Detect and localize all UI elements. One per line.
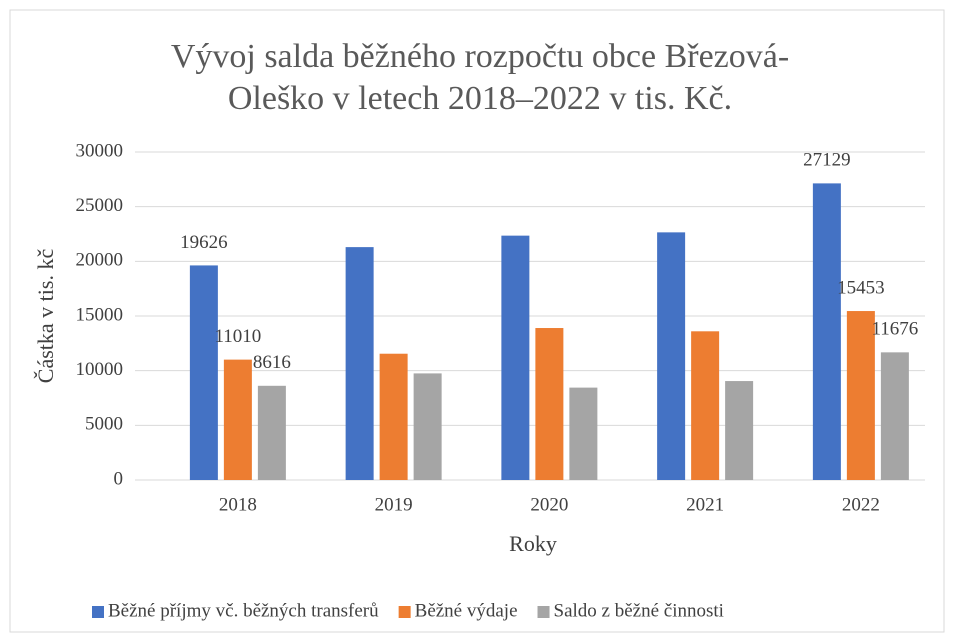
data-label: 11010 — [214, 326, 261, 347]
x-axis-title: Roky — [509, 531, 557, 556]
bar — [223, 359, 252, 480]
legend-swatch — [398, 606, 411, 618]
x-tick-label: 2019 — [375, 494, 413, 515]
x-tick-label: 2022 — [842, 494, 880, 515]
x-tick-label: 2020 — [530, 494, 568, 515]
bar — [569, 387, 598, 480]
bar — [657, 232, 686, 480]
bar — [880, 352, 909, 480]
y-tick-label: 30000 — [76, 140, 124, 161]
x-tick-label: 2021 — [686, 494, 724, 515]
y-tick-label: 10000 — [76, 359, 124, 380]
chart-border — [9, 9, 945, 633]
data-label: 19626 — [180, 232, 228, 253]
bar — [501, 235, 530, 480]
bar — [413, 373, 442, 480]
legend-label: Saldo z běžné činnosti — [554, 600, 724, 621]
bar — [257, 385, 286, 480]
bar — [846, 311, 875, 480]
y-tick-label: 15000 — [76, 304, 124, 325]
data-label: 11676 — [871, 319, 918, 340]
data-label: 15453 — [837, 277, 885, 298]
bar — [535, 328, 564, 480]
bar — [812, 183, 841, 481]
legend-swatch — [92, 606, 104, 618]
y-tick-label: 20000 — [76, 250, 124, 271]
bar — [345, 247, 374, 480]
legend-label: Běžné výdaje — [415, 600, 518, 621]
y-tick-label: 0 — [114, 468, 124, 489]
bar — [379, 353, 408, 480]
data-label: 8616 — [253, 352, 291, 373]
y-axis-title: Částka v tis. kč — [33, 249, 58, 384]
y-tick-label: 25000 — [76, 195, 124, 216]
legend-swatch — [537, 606, 550, 618]
legend-label: Běžné příjmy vč. běžných transferů — [108, 600, 379, 621]
bar — [189, 265, 218, 480]
bar — [725, 381, 754, 480]
x-tick-label: 2018 — [219, 494, 257, 515]
data-label: 27129 — [803, 150, 851, 171]
bar — [691, 331, 720, 480]
chart-title: Vývoj salda běžného rozpočtu obce Březov… — [170, 38, 790, 117]
y-tick-label: 5000 — [85, 414, 123, 435]
